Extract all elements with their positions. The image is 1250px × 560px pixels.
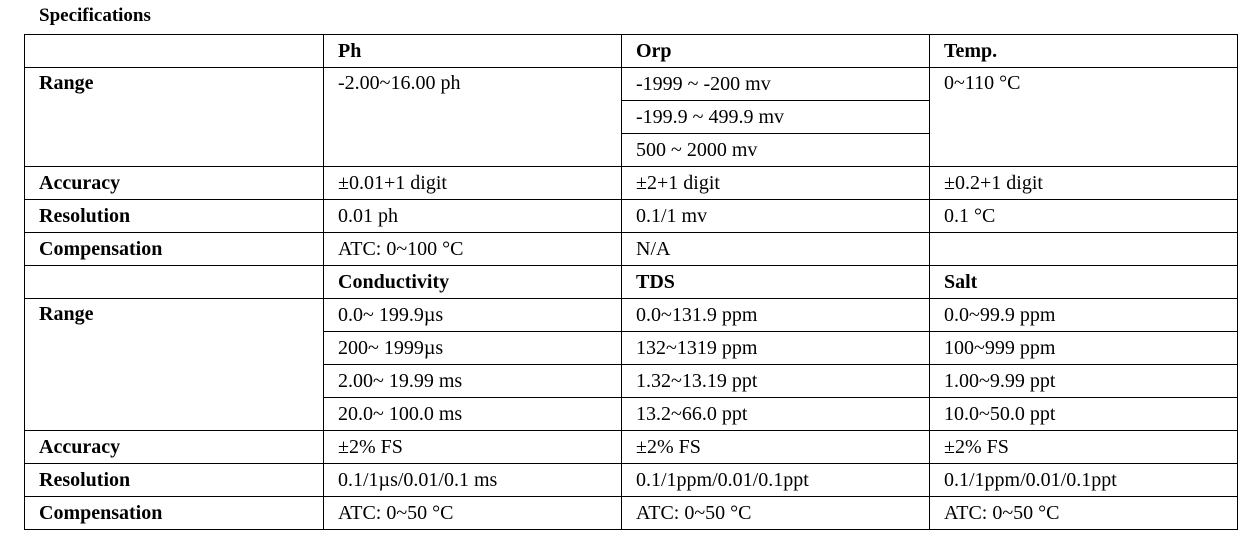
empty-header-cell [24,265,324,299]
column-header-salt: Salt [929,265,1238,299]
table-row: 500 ~ 2000 mv [25,133,1238,167]
range-orp-cell: 500 ~ 2000 mv [621,133,930,167]
range-salt-cell: 10.0~50.0 ppt [929,397,1238,431]
range-salt-cell: 100~999 ppm [929,331,1238,365]
row-label-accuracy: Accuracy [24,430,324,464]
range-tds-cell: 0.0~131.9 ppm [621,298,930,332]
row-label-resolution: Resolution [24,199,324,233]
range-temp-cell: 0~110 °C [929,67,1238,167]
range-ph-cell: -2.00~16.00 ph [323,67,622,167]
resolution-ph-cell: 0.01 ph [323,199,622,233]
row-label-resolution: Resolution [24,463,324,497]
range-conductivity-cell: 2.00~ 19.99 ms [323,364,622,398]
empty-header-cell [24,34,324,68]
table-row: Resolution 0.1/1µs/0.01/0.1 ms 0.1/1ppm/… [24,463,1238,497]
resolution-conductivity-cell: 0.1/1µs/0.01/0.1 ms [323,463,622,497]
table-row: Accuracy ±2% FS ±2% FS ±2% FS [24,430,1238,464]
table-row: 200~ 1999µs 132~1319 ppm 100~999 ppm [25,331,1238,365]
resolution-salt-cell: 0.1/1ppm/0.01/0.1ppt [929,463,1238,497]
resolution-tds-cell: 0.1/1ppm/0.01/0.1ppt [621,463,930,497]
compensation-conductivity-cell: ATC: 0~50 °C [323,496,622,530]
range-tds-cell: 1.32~13.19 ppt [621,364,930,398]
resolution-orp-cell: 0.1/1 mv [621,199,930,233]
row-label-compensation: Compensation [24,496,324,530]
specifications-table: Ph Orp Temp. Range -2.00~16.00 ph -1999 … [24,34,1238,530]
table-row: -199.9 ~ 499.9 mv [25,100,1238,134]
table-row: Range 0.0~ 199.9µs 0.0~131.9 ppm 0.0~99.… [24,298,1238,431]
page-title: Specifications [39,5,151,26]
range-orp-cell: -1999 ~ -200 mv [621,67,930,101]
table-row: 2.00~ 19.99 ms 1.32~13.19 ppt 1.00~9.99 … [25,364,1238,398]
table-row: Accuracy ±0.01+1 digit ±2+1 digit ±0.2+1… [24,166,1238,200]
table-row: Compensation ATC: 0~50 °C ATC: 0~50 °C A… [24,496,1238,530]
accuracy-orp-cell: ±2+1 digit [621,166,930,200]
range-conductivity-cell: 200~ 1999µs [323,331,622,365]
compensation-tds-cell: ATC: 0~50 °C [621,496,930,530]
table-row: 20.0~ 100.0 ms 13.2~66.0 ppt 10.0~50.0 p… [25,397,1238,431]
column-header-orp: Orp [621,34,930,68]
column-header-conductivity: Conductivity [323,265,622,299]
row-label-compensation: Compensation [24,232,324,266]
row-label-range: Range [24,298,324,431]
table-row: Resolution 0.01 ph 0.1/1 mv 0.1 °C [24,199,1238,233]
range-tds-cell: 132~1319 ppm [621,331,930,365]
compensation-salt-cell: ATC: 0~50 °C [929,496,1238,530]
table-row: Range -2.00~16.00 ph -1999 ~ -200 mv 0~1… [24,67,1238,167]
range-salt-cell: 1.00~9.99 ppt [929,364,1238,398]
accuracy-ph-cell: ±0.01+1 digit [323,166,622,200]
range-salt-cell: 0.0~99.9 ppm [929,298,1238,332]
table-row: Compensation ATC: 0~100 °C N/A [24,232,1238,266]
compensation-orp-cell: N/A [621,232,930,266]
column-header-tds: TDS [621,265,930,299]
range-conductivity-cell: 20.0~ 100.0 ms [323,397,622,431]
column-header-ph: Ph [323,34,622,68]
range-conductivity-cell: 0.0~ 199.9µs [323,298,622,332]
range-orp-cell: -199.9 ~ 499.9 mv [621,100,930,134]
compensation-ph-cell: ATC: 0~100 °C [323,232,622,266]
row-label-range: Range [24,67,324,167]
header-row-group2: Conductivity TDS Salt [24,265,1238,299]
accuracy-tds-cell: ±2% FS [621,430,930,464]
accuracy-temp-cell: ±0.2+1 digit [929,166,1238,200]
row-label-accuracy: Accuracy [24,166,324,200]
accuracy-salt-cell: ±2% FS [929,430,1238,464]
resolution-temp-cell: 0.1 °C [929,199,1238,233]
column-header-temp: Temp. [929,34,1238,68]
compensation-temp-cell [929,232,1238,266]
range-tds-cell: 13.2~66.0 ppt [621,397,930,431]
header-row-group1: Ph Orp Temp. [24,34,1238,68]
accuracy-conductivity-cell: ±2% FS [323,430,622,464]
